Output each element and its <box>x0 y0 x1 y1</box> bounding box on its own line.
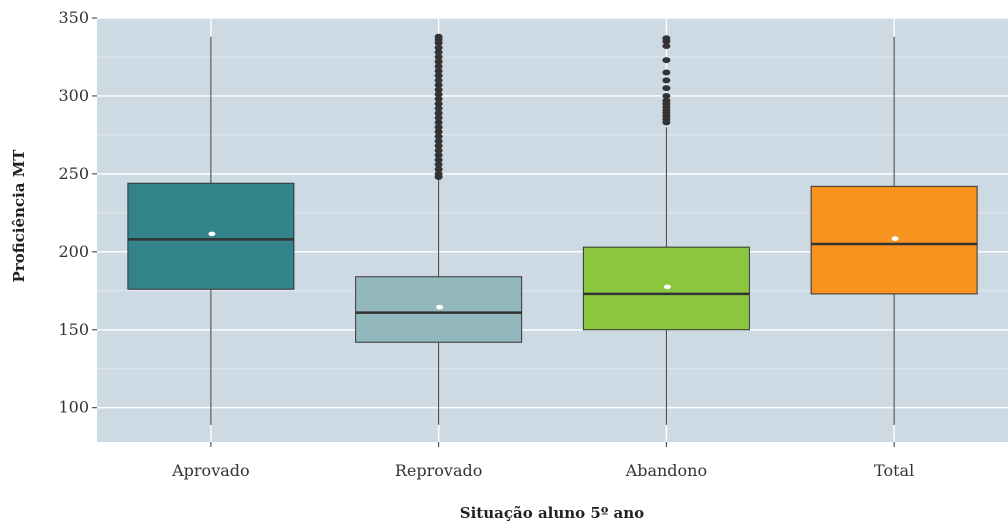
box-body <box>355 276 523 343</box>
outlier-point <box>662 92 671 99</box>
x-tick-label: Reprovado <box>395 461 483 480</box>
outlier-point <box>662 69 671 76</box>
mean-marker <box>436 304 444 310</box>
outlier-point <box>434 114 443 121</box>
outlier-point <box>434 105 443 112</box>
outlier-point <box>434 63 443 70</box>
box-reprovado <box>355 33 523 425</box>
x-tick-label: Aprovado <box>171 461 250 480</box>
y-tick-label: 100 <box>58 398 89 417</box>
outlier-point <box>434 86 443 93</box>
outlier-point <box>434 72 443 79</box>
box-aprovado <box>127 36 295 425</box>
box-series <box>127 33 978 425</box>
y-axis-title: Proficiência MT <box>10 149 28 283</box>
x-axis-ticks: Aprovado Reprovado Abandono Total <box>171 442 914 480</box>
outlier-point <box>662 57 671 64</box>
y-tick-label: 200 <box>58 242 89 261</box>
mean-marker <box>891 236 899 241</box>
y-tick-label: 350 <box>58 8 89 27</box>
outlier-point <box>434 49 443 56</box>
outlier-point <box>434 152 443 159</box>
outlier-point <box>662 43 671 50</box>
x-tick-label: Abandono <box>625 461 707 480</box>
box-total <box>810 36 978 425</box>
outlier-point <box>434 82 443 89</box>
outlier-point <box>434 133 443 140</box>
outlier-point <box>434 96 443 103</box>
y-tick-label: 250 <box>58 164 89 183</box>
outlier-point <box>434 58 443 65</box>
outlier-point <box>434 100 443 107</box>
outlier-point <box>434 110 443 117</box>
outlier-point <box>434 33 443 40</box>
y-tick-label: 150 <box>58 320 89 339</box>
outlier-point <box>434 156 443 163</box>
outlier-point <box>434 142 443 149</box>
mean-marker <box>208 231 216 237</box>
x-tick-label: Total <box>874 461 914 480</box>
outlier-point <box>434 147 443 154</box>
outlier-point <box>434 91 443 98</box>
outlier-point <box>434 53 443 60</box>
outlier-point <box>662 97 671 104</box>
outlier-point <box>434 68 443 74</box>
box-body <box>127 182 295 290</box>
outlier-point <box>434 77 443 84</box>
outlier-point <box>434 166 443 173</box>
outlier-point <box>434 170 443 177</box>
outlier-point <box>434 124 443 131</box>
outlier-point <box>434 161 443 168</box>
y-tick-label: 300 <box>58 86 89 105</box>
outlier-point <box>434 119 443 126</box>
outlier-point <box>434 44 443 51</box>
x-axis-title: Situação aluno 5º ano <box>460 504 644 522</box>
outlier-point <box>434 138 443 145</box>
outlier-point <box>662 77 671 84</box>
y-axis-ticks: 100 150 200 250 300 350 <box>58 8 97 417</box>
outlier-point <box>434 128 443 135</box>
outlier-point <box>662 35 671 42</box>
box-abandono <box>582 35 750 425</box>
mean-marker <box>663 284 671 290</box>
outlier-point <box>662 85 671 92</box>
